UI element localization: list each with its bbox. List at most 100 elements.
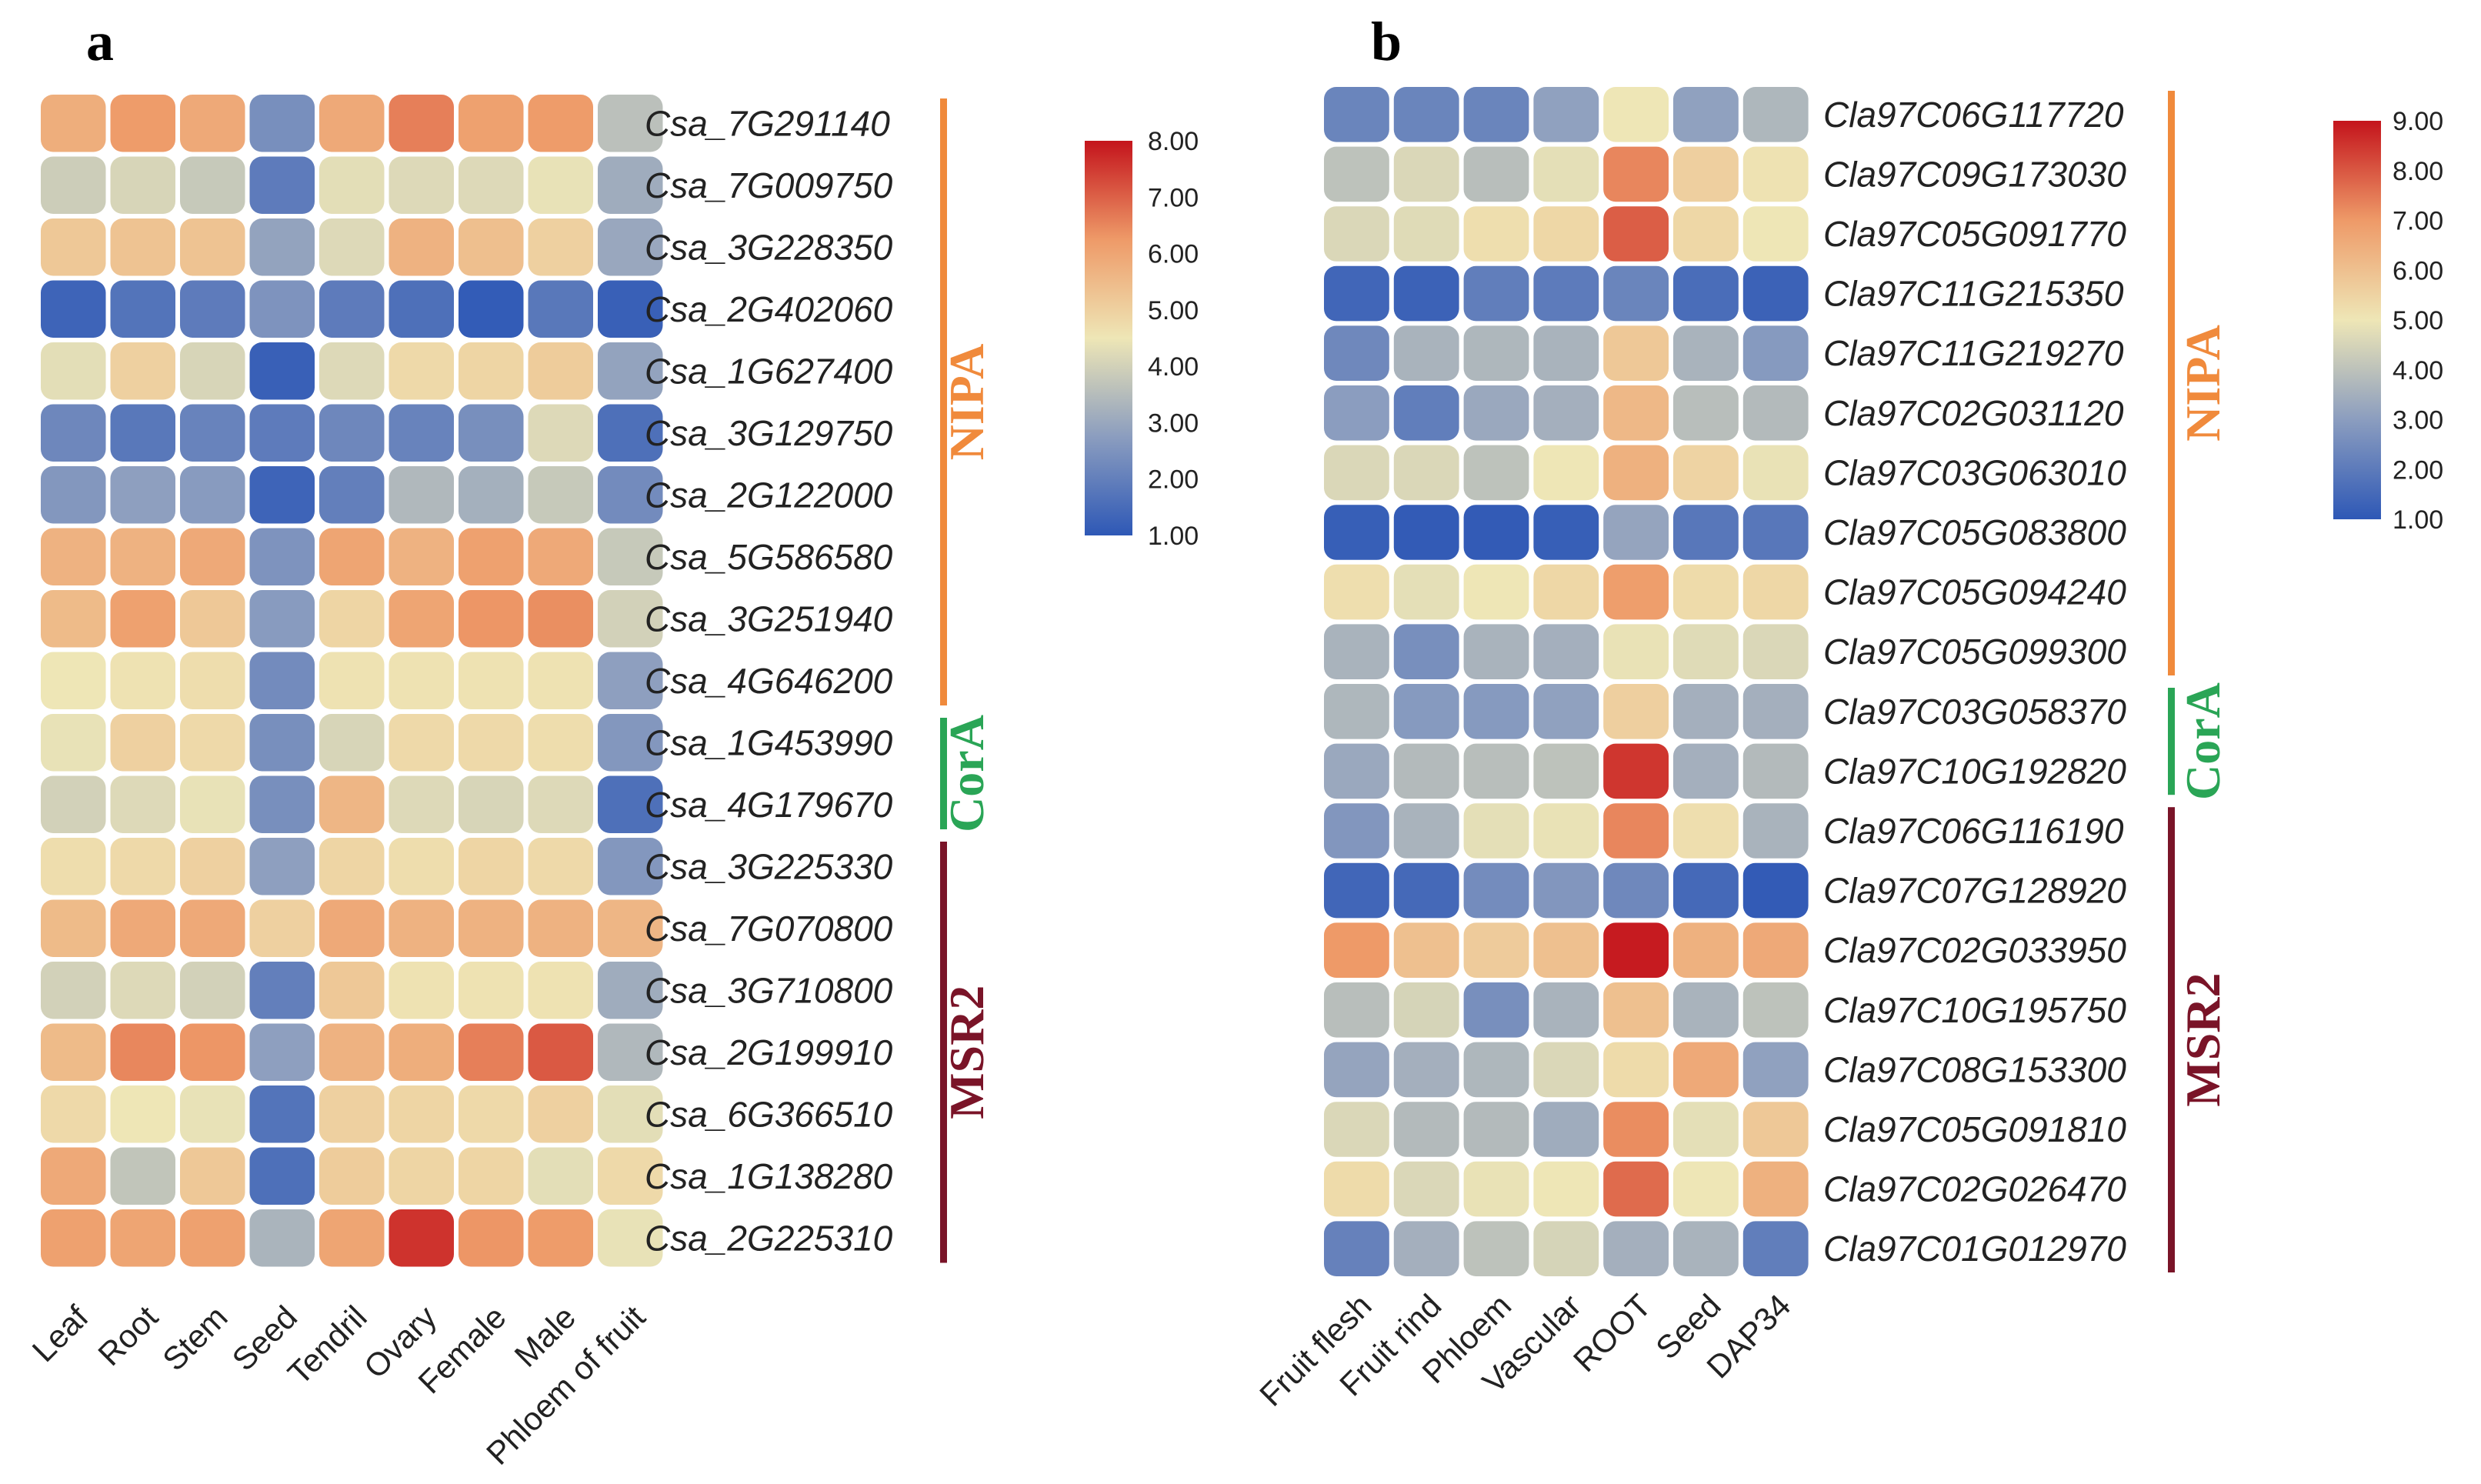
- heatmap-cell: [459, 962, 524, 1019]
- heatmap-cell: [1324, 385, 1389, 441]
- heatmap-cell: [1463, 922, 1529, 978]
- heatmap-cell: [319, 775, 385, 833]
- heatmap-cell: [1603, 325, 1669, 381]
- heatmap-cell: [1393, 564, 1459, 620]
- heatmap-cell: [388, 528, 454, 585]
- heatmap-cell: [1673, 922, 1739, 978]
- group-label: MSR2: [939, 985, 994, 1119]
- colorbar-tick-label: 3.00: [2393, 406, 2443, 435]
- heatmap-cell: [528, 899, 593, 957]
- heatmap-cell: [1673, 982, 1739, 1038]
- heatmap-cell: [1463, 87, 1529, 142]
- heatmap-cell: [528, 156, 593, 214]
- heatmap-cell: [528, 1209, 593, 1267]
- heatmap-cell: [1393, 445, 1459, 501]
- heatmap-cell: [1393, 265, 1459, 322]
- colorbar-tick-label: 2.00: [2393, 455, 2443, 485]
- heatmap-cell: [1673, 445, 1739, 501]
- heatmap-cell: [41, 95, 106, 152]
- heatmap-cell: [459, 466, 524, 524]
- heatmap-cell: [1393, 206, 1459, 262]
- group-bar: [2168, 91, 2175, 675]
- heatmap-cell: [528, 1147, 593, 1205]
- heatmap-cell: [1533, 1221, 1599, 1276]
- gene-label: Csa_2G225310: [645, 1218, 893, 1258]
- heatmap-cell: [1742, 505, 1809, 560]
- heatmap-cell: [1463, 385, 1529, 441]
- heatmap-cell: [1533, 385, 1599, 441]
- gene-label: Csa_3G228350: [645, 227, 893, 267]
- heatmap-cell: [249, 342, 315, 400]
- heatmap-cell: [1393, 922, 1459, 978]
- heatmap-cell: [319, 95, 385, 152]
- heatmap-cell: [598, 404, 663, 462]
- heatmap-cell: [1324, 922, 1389, 978]
- heatmap-cell: [459, 1147, 524, 1205]
- heatmap-cell: [41, 218, 106, 276]
- heatmap-cell: [180, 838, 245, 895]
- heatmap-cell: [319, 218, 385, 276]
- gene-label: Cla97C03G063010: [1823, 452, 2126, 492]
- heatmap-cell: [388, 156, 454, 214]
- heatmap-cell: [110, 714, 175, 772]
- colorbar: [1085, 141, 1132, 535]
- heatmap-cell: [249, 95, 315, 152]
- heatmap-b: Cla97C06G117720 Cla97C09G173030 Cla97C05G0…: [1252, 87, 2443, 1413]
- heatmap-cell: [598, 156, 663, 214]
- heatmap-cell: [1673, 743, 1739, 799]
- heatmap-cell: [1673, 1042, 1739, 1098]
- heatmap-cell: [388, 1209, 454, 1267]
- heatmap-cell: [598, 342, 663, 400]
- heatmap-cell: [180, 528, 245, 585]
- gene-label: Csa_1G138280: [645, 1156, 893, 1196]
- heatmap-cell: [1463, 325, 1529, 381]
- heatmap-cell: [180, 466, 245, 524]
- heatmap-cell: [1393, 146, 1459, 202]
- heatmap-cell: [1393, 505, 1459, 560]
- colorbar-tick-label: 4.00: [2393, 356, 2443, 385]
- heatmap-cell: [180, 590, 245, 648]
- group-bar: [940, 98, 947, 705]
- heatmap-cell: [1673, 87, 1739, 142]
- heatmap-cell: [41, 775, 106, 833]
- colorbar-tick-label: 3.00: [1148, 409, 1199, 438]
- heatmap-cell: [1742, 803, 1809, 859]
- colorbar-tick-label: 7.00: [2393, 207, 2443, 236]
- heatmap-cell: [1603, 803, 1669, 859]
- gene-label: Csa_7G070800: [645, 909, 893, 949]
- heatmap-cell: [1603, 1042, 1669, 1098]
- heatmap-cell: [249, 1147, 315, 1205]
- heatmap-cell: [1324, 146, 1389, 202]
- heatmap-cell: [528, 218, 593, 276]
- heatmap-cell: [319, 1023, 385, 1081]
- heatmap-cell: [110, 156, 175, 214]
- heatmap-cell: [528, 528, 593, 585]
- colorbar-tick-label: 8.00: [2393, 157, 2443, 186]
- heatmap-cell: [110, 1209, 175, 1267]
- heatmap-cell: [388, 1147, 454, 1205]
- heatmap-cell: [1463, 743, 1529, 799]
- heatmap-cell: [1463, 265, 1529, 322]
- gene-label: Cla97C05G083800: [1823, 512, 2126, 552]
- heatmap-cell: [1742, 684, 1809, 739]
- heatmap-cell: [459, 95, 524, 152]
- heatmap-cell: [598, 590, 663, 648]
- heatmap-cell: [528, 838, 593, 895]
- gene-label: Cla97C02G026470: [1823, 1169, 2126, 1209]
- heatmap-cell: [180, 962, 245, 1019]
- heatmap-cell: [249, 838, 315, 895]
- heatmap-cell: [528, 652, 593, 709]
- heatmap-cell: [528, 404, 593, 462]
- heatmap-cell: [528, 280, 593, 338]
- panel-b-label: b: [1371, 11, 1402, 72]
- heatmap-cell: [1742, 982, 1809, 1038]
- gene-label: Cla97C09G173030: [1823, 154, 2126, 194]
- heatmap-cell: [319, 528, 385, 585]
- heatmap-cell: [110, 280, 175, 338]
- heatmap-cell: [1533, 445, 1599, 501]
- heatmap-cell: [598, 218, 663, 276]
- heatmap-cell: [1673, 564, 1739, 620]
- gene-label: Csa_2G122000: [645, 475, 893, 515]
- heatmap-cell: [1393, 743, 1459, 799]
- heatmap-cell: [1463, 206, 1529, 262]
